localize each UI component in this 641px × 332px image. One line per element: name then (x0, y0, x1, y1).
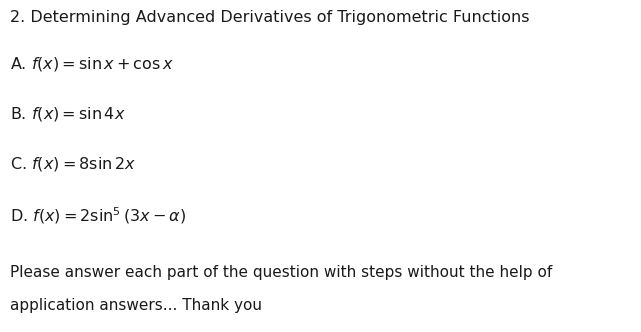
Text: B. $f(x) = \sin 4x$: B. $f(x) = \sin 4x$ (10, 105, 126, 123)
Text: D. $f(x) = 2\sin^5(3x - \alpha)$: D. $f(x) = 2\sin^5(3x - \alpha)$ (10, 205, 186, 226)
Text: C. $f(x) = 8 \sin 2x$: C. $f(x) = 8 \sin 2x$ (10, 155, 136, 173)
Text: Please answer each part of the question with steps without the help of: Please answer each part of the question … (10, 265, 553, 280)
Text: application answers... Thank you: application answers... Thank you (10, 298, 262, 313)
Text: A. $f(x) = \sin x + \cos x$: A. $f(x) = \sin x + \cos x$ (10, 55, 174, 73)
Text: 2. Determining Advanced Derivatives of Trigonometric Functions: 2. Determining Advanced Derivatives of T… (10, 10, 529, 25)
